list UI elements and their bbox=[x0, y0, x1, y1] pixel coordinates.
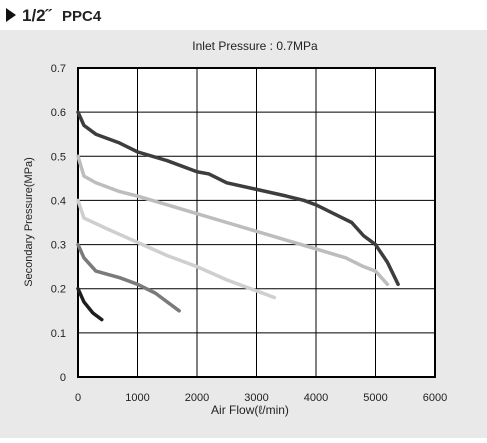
x-tick-label: 2000 bbox=[185, 392, 209, 404]
y-tick-label: 0.2 bbox=[51, 284, 66, 296]
y-tick-label: 0.3 bbox=[51, 240, 66, 252]
y-tick-label: 0.5 bbox=[51, 151, 66, 163]
header-size: 1/2˝ bbox=[22, 6, 53, 25]
x-tick-label: 1000 bbox=[125, 392, 149, 404]
header-model: PPC4 bbox=[62, 8, 102, 25]
curve bbox=[76, 198, 277, 300]
curve bbox=[76, 286, 104, 322]
curve bbox=[76, 242, 181, 313]
chart-title: Inlet Pressure : 0.7MPa bbox=[192, 39, 318, 53]
y-tick-label: 0.4 bbox=[51, 195, 66, 207]
x-tick-label: 0 bbox=[75, 392, 81, 404]
x-tick-label: 3000 bbox=[244, 392, 268, 404]
header-marker bbox=[6, 8, 16, 22]
y-tick-label: 0.1 bbox=[51, 328, 66, 340]
y-tick-label: 0.6 bbox=[51, 107, 66, 119]
x-tick-label: 6000 bbox=[423, 392, 447, 404]
y-axis-title: Secondary Pressure(MPa) bbox=[23, 157, 35, 287]
y-tick-label: 0.7 bbox=[51, 63, 66, 75]
curve bbox=[76, 154, 390, 287]
x-tick-label: 5000 bbox=[363, 392, 387, 404]
y-tick-label: 0 bbox=[60, 372, 66, 384]
x-axis-title: Air Flow(ℓ/min) bbox=[211, 403, 289, 417]
plot-frame bbox=[77, 67, 436, 378]
x-tick-label: 4000 bbox=[304, 392, 328, 404]
curve bbox=[76, 110, 400, 287]
